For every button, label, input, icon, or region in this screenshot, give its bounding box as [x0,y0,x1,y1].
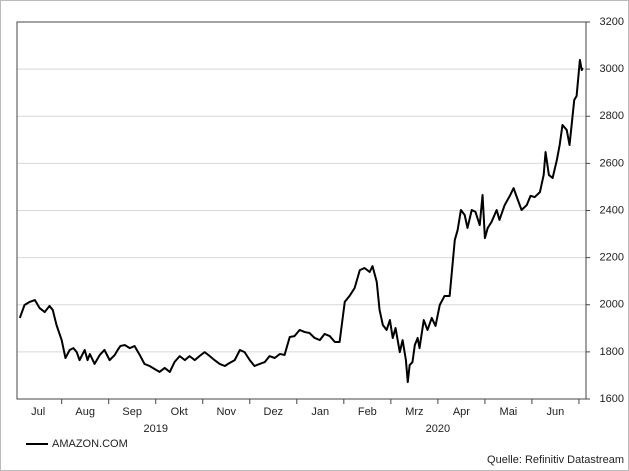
plot-border [16,21,587,400]
y-tick-label: 1600 [600,393,624,405]
x-tick-label: Nov [216,406,236,418]
x-tick-label: Mrz [405,406,423,418]
x-tick-label: Apr [453,406,470,418]
x-tick-label: Jul [31,406,45,418]
y-tick-label: 3000 [600,63,624,75]
y-tick-label: 2200 [600,252,624,264]
x-tick-label: Dez [264,406,284,418]
legend-label: AMAZON.COM [52,438,128,450]
x-tick-label: Aug [75,406,95,418]
year-label: 2019 [143,423,167,435]
x-tick-label: Jun [547,406,565,418]
y-tick-label: 3200 [600,16,624,28]
x-tick-label: Feb [358,406,377,418]
y-tick-label: 1800 [600,346,624,358]
x-tick-label: Okt [171,406,188,418]
line-series [18,58,584,384]
source: Quelle: Refinitiv Datastream [487,454,624,466]
y-tick-label: 2600 [600,157,624,169]
y-tick-label: 2400 [600,204,624,216]
x-tick-label: Sep [122,406,142,418]
x-tick-label: Mai [500,406,518,418]
year-label: 2020 [426,423,450,435]
y-tick-label: 2000 [600,299,624,311]
x-tick-label: Jan [311,406,329,418]
y-tick-label: 2800 [600,110,624,122]
